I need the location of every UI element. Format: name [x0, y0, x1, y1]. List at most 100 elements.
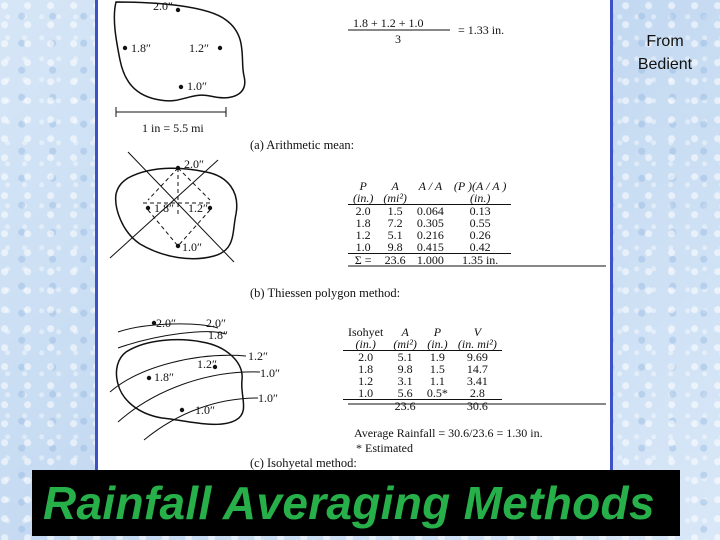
isohyetal-col-header: A — [401, 325, 409, 339]
table-cell: 5.1 — [397, 350, 413, 364]
table-cell: 23.6 — [394, 399, 416, 413]
table-row: 1.8 7.2 0.305 0.55 — [348, 217, 511, 229]
isohyetal-col-header: Isohyet — [348, 325, 384, 339]
isohyet-label: 1.0″ — [260, 366, 280, 380]
table-cell: 14.7 — [466, 362, 488, 376]
isohyet-label: 1.2″ — [248, 349, 268, 363]
table-cell: 0.305 — [416, 216, 444, 230]
table-cell: 2.8 — [452, 387, 502, 400]
table-cell: 1.9 — [429, 350, 445, 364]
gauge-label-c-1: 2.0″ — [156, 316, 176, 330]
table-row: 1.0 9.8 0.415 0.42 — [348, 241, 511, 254]
table-cell: 1.1 — [429, 374, 445, 388]
table-row: 1.2 3.1 1.1 3.41 — [343, 375, 502, 387]
average-rainfall: Average Rainfall = 30.6/23.6 = 1.30 in. — [354, 426, 543, 440]
gauge-label-c-2: 1.8″ — [154, 370, 174, 384]
table-cell: 0.55 — [469, 216, 491, 230]
isohyetal-col-unit: (in.) — [421, 338, 453, 351]
slide-title: Rainfall Averaging Methods — [43, 477, 655, 529]
gauge-label-b-4: 1.0″ — [182, 240, 202, 254]
isohyetal-col-header: V — [473, 325, 482, 339]
isohyet-lines — [109, 323, 261, 441]
table-cell: 9.8 — [387, 240, 403, 254]
gauge-label-a-2: 1.8″ — [131, 41, 151, 55]
figure-drawings — [109, 1, 606, 441]
thiessen-col-header: (P )(A / A ) — [453, 179, 507, 193]
table-cell: 30.6 — [466, 399, 488, 413]
caption-thiessen: (b) Thiessen polygon method: — [250, 286, 401, 300]
table-cell: 1.8 — [355, 216, 371, 230]
table-cell: 0.5* — [421, 387, 453, 400]
table-cell: 1.5 — [429, 362, 445, 376]
isohyet-label: 1.8″ — [208, 328, 228, 342]
thiessen-col-header: P — [359, 179, 367, 193]
isohyet-label: 2.0″ — [206, 316, 226, 330]
table-cell: 1.0 — [355, 240, 371, 254]
table-cell: 7.2 — [387, 216, 403, 230]
table-cell: Σ = — [348, 253, 379, 266]
credit-line-1: From — [646, 33, 684, 50]
gauge-label-b-3: 1.2″ — [188, 201, 208, 215]
table-cell: 9.8 — [397, 362, 413, 376]
isohyetal-col-unit: (mi²) — [388, 338, 422, 351]
formula-denominator: 3 — [395, 32, 401, 46]
table-cell: 0.42 — [469, 240, 491, 254]
thiessen-col-unit: (mi²) — [378, 192, 412, 205]
isohyet-label: 1.0″ — [258, 391, 278, 405]
table-total-row: Σ = 23.6 1.000 1.35 in. — [348, 253, 512, 266]
thiessen-table: P A A / A (P )(A / A ) (in.) (mi²) (in.)… — [348, 179, 512, 266]
gauge-label-c-3: 1.2″ — [197, 357, 217, 371]
table-cell: 5.1 — [387, 228, 403, 242]
table-row: 1.8 9.8 1.5 14.7 — [343, 363, 502, 375]
watershed-outline-b — [114, 167, 238, 260]
table-cell: 0.415 — [416, 240, 444, 254]
table-cell: 0.13 — [469, 204, 491, 218]
gauge-label-b-1: 2.0″ — [184, 157, 204, 171]
table-cell: 1.35 in. — [448, 253, 512, 266]
thiessen-col-header: A — [391, 179, 399, 193]
gauge-markers — [122, 7, 223, 413]
table-cell: 0.064 — [416, 204, 444, 218]
thiessen-col-unit — [411, 192, 449, 205]
table-cell — [422, 400, 453, 413]
formula-numerator: 1.8 + 1.2 + 1.0 — [353, 16, 424, 30]
title-banner: Rainfall Averaging Methods — [32, 470, 680, 536]
table-cell: 1.000 — [411, 253, 449, 266]
gauge-label-a-4: 1.0″ — [187, 79, 207, 93]
textbook-figure: 2.0″ 1.8″ 1.2″ 1.0″ 1.8 + 1.2 + 1.0 3 = … — [95, 0, 613, 478]
table-cell: 1.5 — [387, 204, 403, 218]
watershed-outline-c — [115, 338, 245, 426]
table-cell: 9.69 — [466, 350, 488, 364]
thiessen-polygons — [109, 151, 235, 263]
gauge-label-c-4: 1.0″ — [195, 403, 215, 417]
table-row: 1.0 5.6 0.5* 2.8 — [343, 387, 502, 400]
thiessen-col-unit: (in.) — [348, 192, 379, 205]
isohyetal-col-unit: (in.) — [343, 338, 389, 351]
table-cell — [343, 400, 388, 413]
formula-result: = 1.33 in. — [458, 23, 505, 37]
estimated-note: * Estimated — [356, 441, 413, 455]
table-cell: 5.6 — [388, 387, 422, 400]
table-cell: 3.41 — [466, 374, 488, 388]
watershed-outline-a — [113, 1, 246, 102]
table-cell: 2.0 — [358, 350, 374, 364]
isohyetal-col-header: P — [433, 325, 442, 339]
table-total-row: 23.6 30.6 — [343, 400, 502, 413]
table-cell: 1.0 — [343, 387, 389, 400]
isohyetal-col-unit: (in. mi²) — [452, 338, 502, 351]
table-cell: 0.216 — [416, 228, 444, 242]
thiessen-col-header: A / A — [418, 179, 443, 193]
isohyetal-table: Isohyet A P V (in.) (mi²) (in.) (in. mi²… — [343, 326, 502, 412]
thiessen-col-unit: (in.) — [448, 192, 512, 205]
caption-arithmetic: (a) Arithmetic mean: — [250, 138, 355, 152]
caption-isohyetal: (c) Isohyetal method: — [250, 456, 357, 470]
table-row: 2.0 5.1 1.9 9.69 — [343, 351, 502, 364]
table-cell: 1.2 — [355, 228, 371, 242]
table-cell: 3.1 — [397, 374, 413, 388]
table-cell: 23.6 — [378, 253, 412, 266]
map-scale: 1 in = 5.5 mi — [142, 121, 204, 135]
gauge-label-b-2: 1.8″ — [154, 201, 174, 215]
table-row: 1.2 5.1 0.216 0.26 — [348, 229, 511, 241]
table-cell: 1.8 — [358, 362, 374, 376]
gauge-label-a-1: 2.0″ — [153, 0, 173, 13]
